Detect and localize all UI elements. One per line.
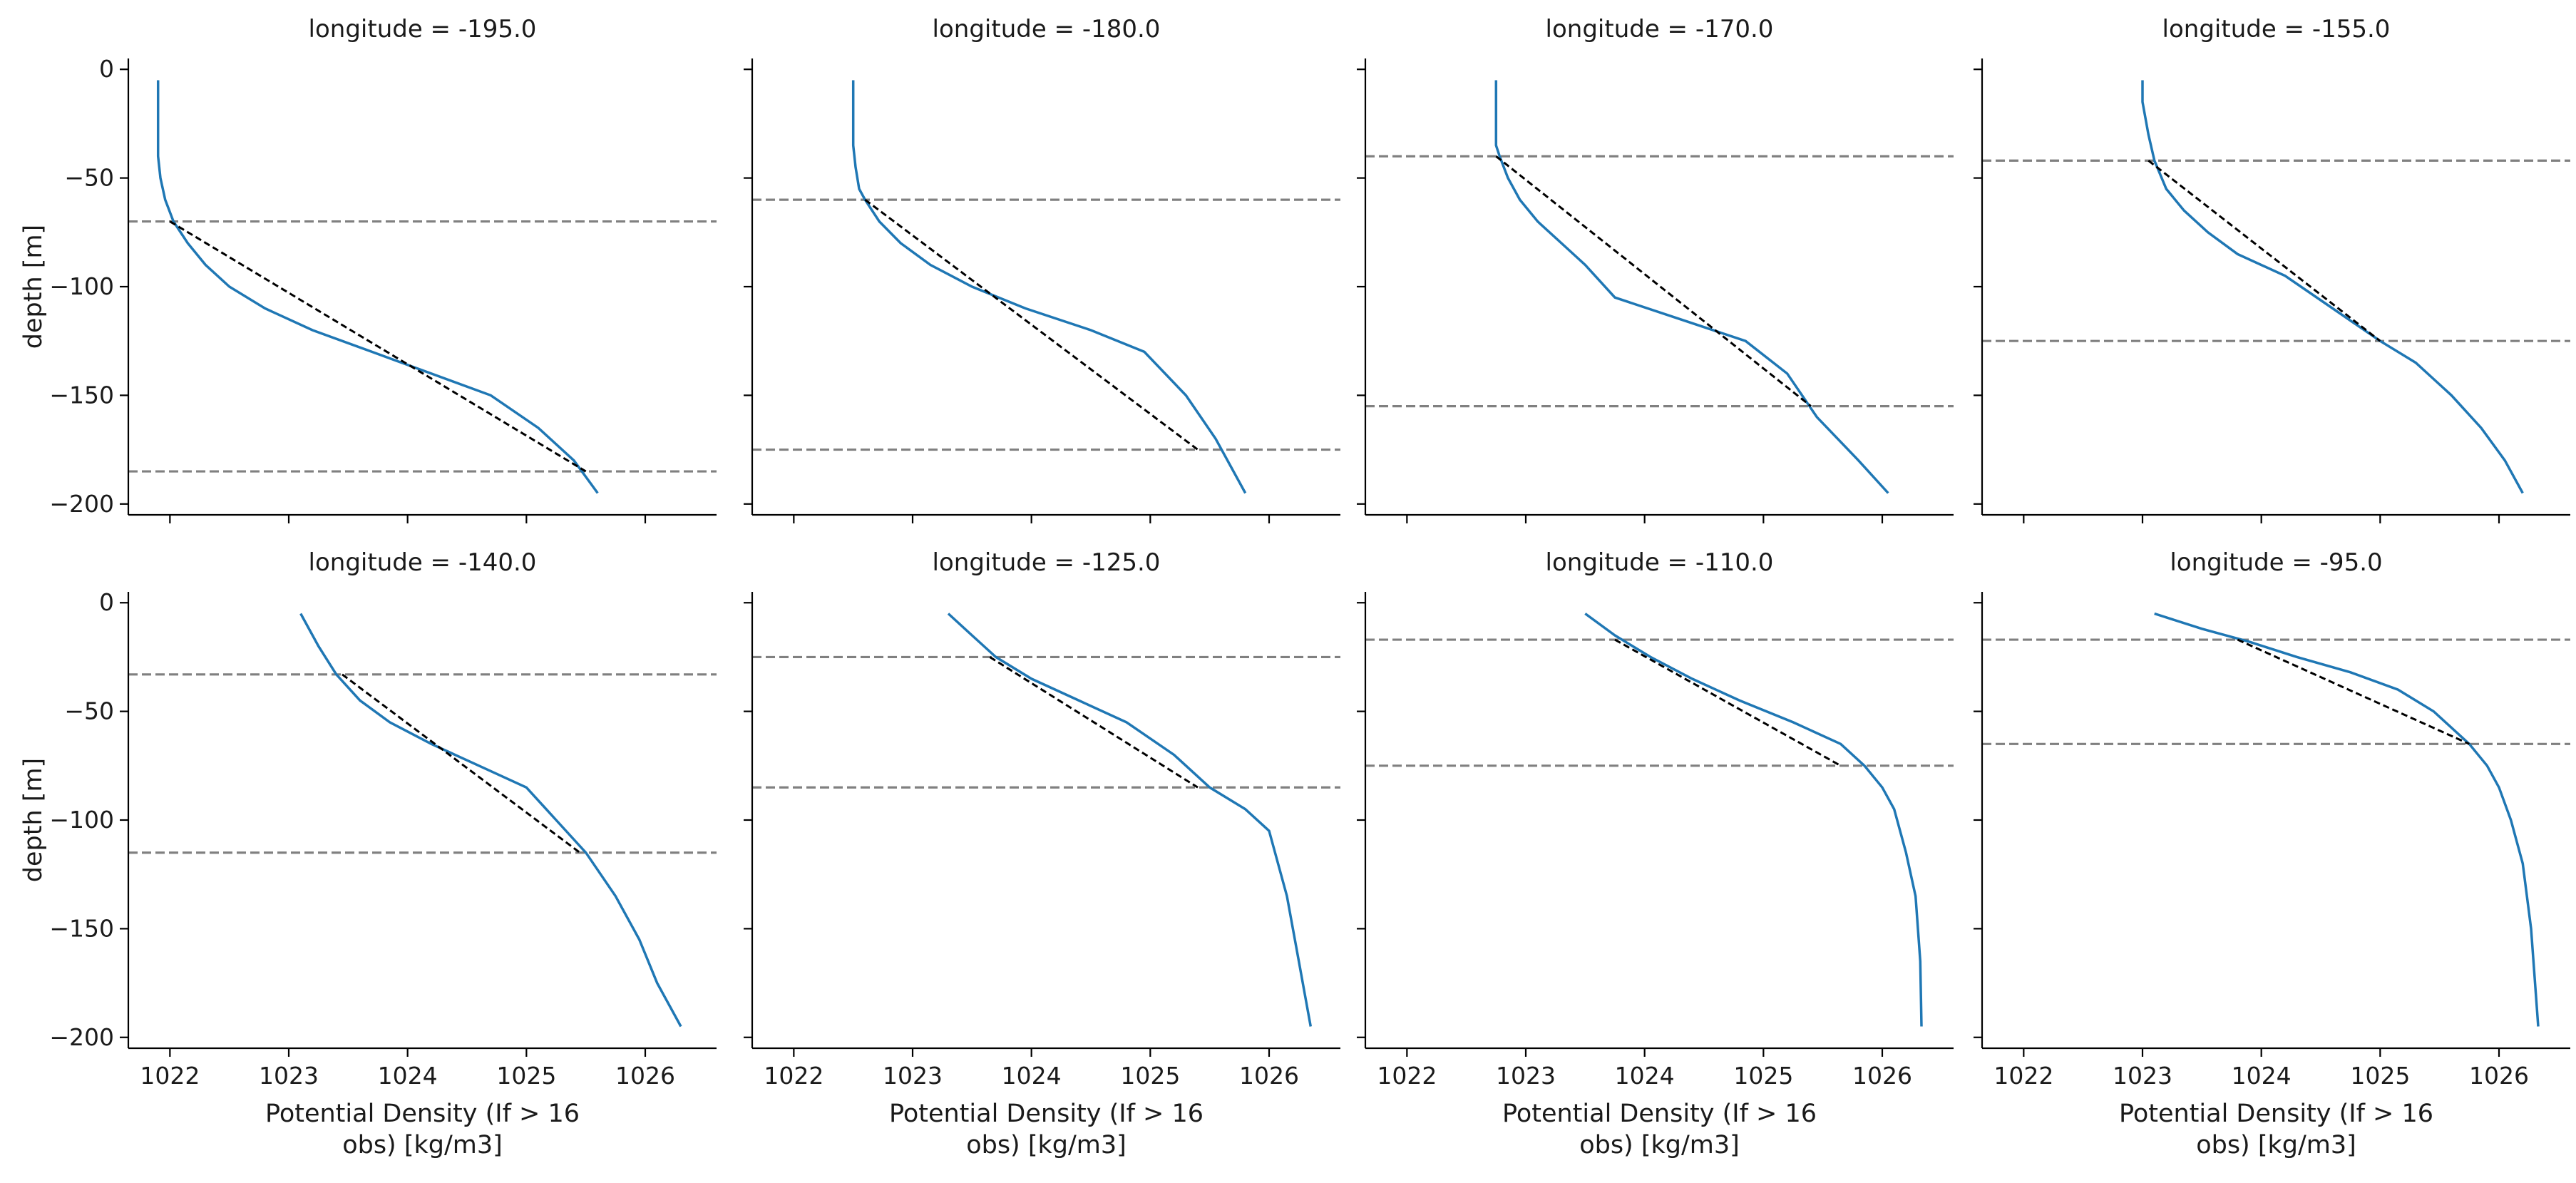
density-profile-line — [299, 613, 682, 1028]
x-tick-label: 1023 — [1496, 1062, 1556, 1090]
panel-title: longitude = -140.0 — [309, 548, 537, 577]
gradient-fit-line — [864, 198, 1199, 451]
y-tick-label: −50 — [64, 164, 114, 192]
x-tick-label: 1023 — [883, 1062, 943, 1090]
x-tick-label: 1024 — [1615, 1062, 1675, 1090]
x-tick-label: 1025 — [1120, 1062, 1180, 1090]
gradient-fit-line — [342, 673, 581, 854]
y-tick-label: −100 — [49, 272, 114, 300]
y-tick-label: −200 — [49, 1023, 114, 1051]
x-tick-label: 1023 — [2113, 1062, 2172, 1090]
facet-panel-7: longitude = -110.0 1022 1023 1024 1025 1026 Po… — [1357, 548, 1954, 1159]
x-tick-label: 1022 — [1993, 1062, 2053, 1090]
x-axis-label-line2: obs) [kg/m3] — [1579, 1131, 1740, 1159]
x-axis-label-line1: Potential Density (If > 16 — [2119, 1100, 2433, 1128]
x-tick-label: 1025 — [2350, 1062, 2410, 1090]
x-tick-label: 1025 — [1733, 1062, 1793, 1090]
x-axis-label-line2: obs) [kg/m3] — [2196, 1131, 2356, 1159]
density-profile-line — [1584, 613, 1923, 1027]
x-tick-label: 1026 — [615, 1062, 675, 1090]
x-tick-label: 1022 — [764, 1062, 823, 1090]
panel-title: longitude = -170.0 — [1546, 15, 1774, 43]
panel-title: longitude = -195.0 — [309, 15, 537, 43]
y-tick-label: 0 — [99, 588, 114, 616]
x-tick-label: 1026 — [2469, 1062, 2529, 1090]
gradient-fit-line — [1495, 155, 1812, 407]
facet-panel-3: longitude = -170.0 — [1357, 15, 1954, 523]
facet-panel-4: longitude = -155.0 — [1974, 15, 2570, 523]
y-tick-label: −150 — [49, 914, 114, 942]
y-tick-label: −100 — [49, 806, 114, 834]
gradient-fit-line — [1614, 638, 1842, 767]
density-profile-line — [1494, 80, 1889, 494]
x-tick-label: 1026 — [1852, 1062, 1912, 1090]
gradient-fit-line — [169, 220, 587, 473]
x-tick-label: 1022 — [1377, 1062, 1437, 1090]
gradient-fit-line — [989, 656, 1199, 789]
density-profile-line — [947, 613, 1313, 1027]
density-profile-line — [2141, 80, 2524, 494]
y-tick-label: −200 — [49, 490, 114, 518]
facet-panel-8: longitude = -95.0 1022 1023 1024 1025 1026 Pot… — [1974, 548, 2570, 1159]
y-axis-label: depth [m] — [19, 225, 48, 349]
x-tick-label: 1026 — [1239, 1062, 1299, 1090]
x-axis-label-line2: obs) [kg/m3] — [342, 1131, 503, 1159]
y-axis-label: depth [m] — [19, 758, 48, 882]
density-profile-line — [2154, 612, 2540, 1027]
y-tick-label: −50 — [64, 697, 114, 725]
facet-panel-5: longitude = -140.0 0 −50 −100 −150 −200 1022 10… — [19, 548, 717, 1159]
gradient-fit-line — [2147, 160, 2381, 342]
panel-title: longitude = -180.0 — [933, 15, 1161, 43]
y-tick-label: −150 — [49, 381, 114, 409]
x-tick-label: 1023 — [259, 1062, 319, 1090]
x-axis-label-line1: Potential Density (If > 16 — [889, 1100, 1204, 1128]
density-profile-line — [851, 80, 1247, 494]
panel-title: longitude = -110.0 — [1546, 548, 1774, 577]
x-tick-label: 1024 — [2232, 1062, 2292, 1090]
density-profile-line — [156, 80, 599, 494]
x-axis-label-line1: Potential Density (If > 16 — [265, 1100, 580, 1128]
gradient-fit-line — [2237, 638, 2470, 745]
facet-panel-1: longitude = -195.0 0 −50 −100 −150 −200 depth … — [19, 15, 717, 523]
panel-title: longitude = -155.0 — [2162, 15, 2391, 43]
x-tick-label: 1022 — [140, 1062, 200, 1090]
x-tick-label: 1024 — [1002, 1062, 1062, 1090]
x-tick-label: 1024 — [378, 1062, 438, 1090]
y-tick-label: 0 — [99, 55, 114, 83]
x-axis-label-line2: obs) [kg/m3] — [966, 1131, 1127, 1159]
facet-panel-6: longitude = -125.0 1022 1023 1024 1025 1026 Po… — [744, 548, 1340, 1159]
panel-title: longitude = -125.0 — [933, 548, 1161, 577]
x-axis-label-line1: Potential Density (If > 16 — [1502, 1100, 1817, 1128]
x-tick-label: 1025 — [496, 1062, 556, 1090]
facet-panel-2: longitude = -180.0 — [744, 15, 1340, 523]
panel-title: longitude = -95.0 — [2170, 548, 2382, 577]
